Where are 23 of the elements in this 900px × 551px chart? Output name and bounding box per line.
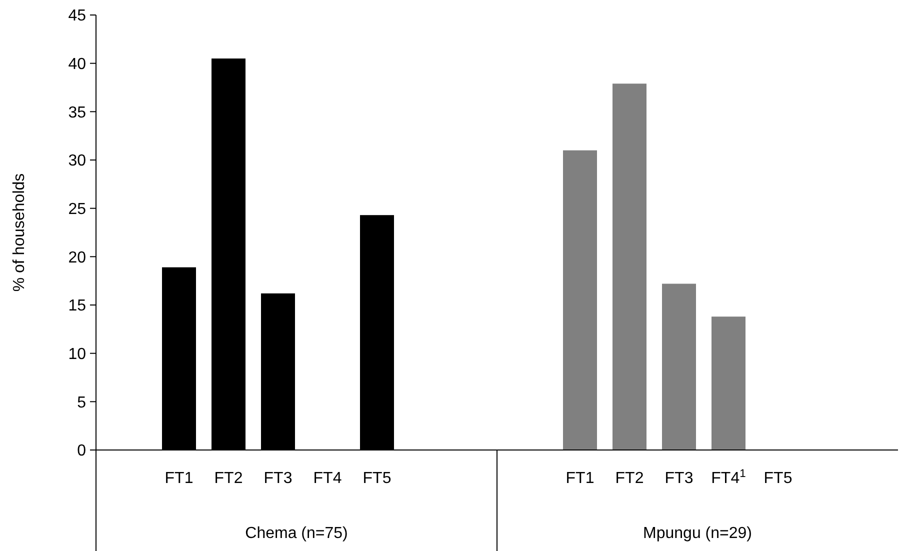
x-tick-label: FT2: [615, 470, 644, 487]
text: Chema (n=75): [245, 525, 348, 542]
x-tick-label: FT4$^{1}$: [711, 468, 746, 487]
x-tick-label: FT1: [566, 470, 594, 487]
x-tick-label: FT3: [264, 470, 292, 487]
y-tick-label: 5: [77, 394, 86, 412]
x-tick-label: FT5: [764, 470, 792, 487]
y-axis-title: % of households: [11, 173, 28, 292]
y-tick-label: 25: [68, 200, 86, 218]
x-tick-label: FT1: [164, 470, 194, 487]
x-tick-label: FT2: [214, 470, 243, 487]
y-tick-label: 40: [68, 56, 86, 73]
y-tick-label: 30: [68, 152, 86, 170]
y-tick-label: 35: [68, 104, 86, 122]
y-tick-label: 20: [68, 249, 86, 266]
x-tick-label: FT5: [362, 470, 392, 487]
x-tick-label: FT3: [664, 470, 694, 487]
y-tick-label: 10: [68, 346, 86, 363]
y-tick-label: 0: [77, 442, 86, 460]
y-tick-label: 45: [68, 8, 86, 25]
y-tick-label: 15: [68, 298, 86, 315]
x-tick-label: FT4: [313, 470, 342, 487]
text: Mpungu (n=29): [643, 525, 752, 542]
